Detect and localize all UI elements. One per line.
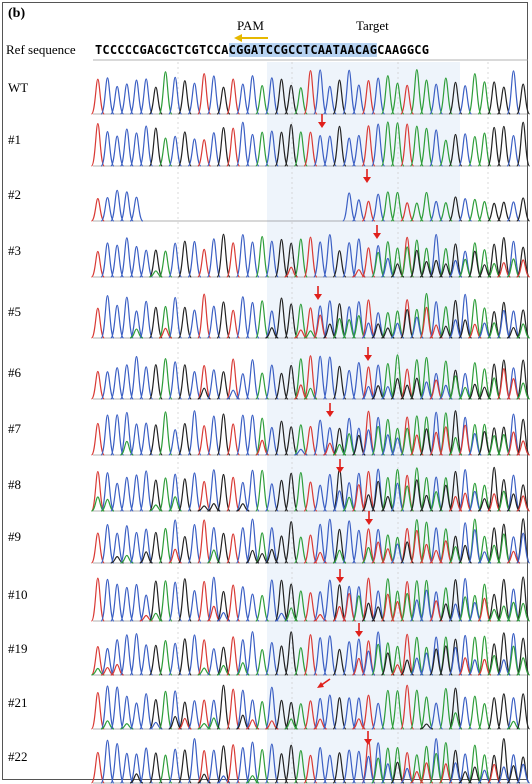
trace-row [90,466,531,512]
mutation-arrowhead [364,355,372,361]
trace-row [90,292,531,339]
trace-row [90,631,531,676]
trace-row [90,354,531,400]
trace-row [90,233,531,278]
sample-label: #1 [8,132,21,147]
sample-label: #7 [8,421,21,436]
mutation-arrowhead [336,577,344,583]
trace-row [90,121,531,167]
target-label: Target [356,18,389,33]
mutation-arrowhead [373,233,381,239]
sample-label: #9 [8,529,21,544]
sample-label: #22 [8,749,28,764]
sample-label: #8 [8,477,21,492]
trace-row [90,518,531,564]
sample-label: #2 [8,187,21,202]
mutation-arrowhead [355,631,363,637]
sample-label: #6 [8,365,21,380]
sample-label: #5 [8,304,21,319]
mutation-arrowhead [314,294,322,300]
mutation-arrowhead [318,122,326,128]
sample-label: WT [8,80,29,95]
mutation-arrowhead [317,682,324,688]
trace-row [90,69,531,115]
panel-label: (b) [8,6,26,21]
mutation-arrowhead [365,519,373,525]
pam-direction-arrow-icon [234,34,268,42]
mutation-arrowhead [326,411,334,417]
trace-row [90,684,531,730]
ref-sequence-target: CGGATCCGCCTCAATAACAG [228,43,378,57]
ref-sequence-upstream: TCCCCCGACGCTCGTCCA [95,43,229,57]
sample-label: #21 [8,695,28,710]
ref-sequence: TCCCCCGACGCTCGTCCACGGATCCGCCTCAATAACAGCA… [95,43,429,57]
trace-row [90,189,531,222]
mutation-arrowhead [364,739,372,745]
sample-label: #10 [8,587,28,602]
mutation-arrowhead [336,467,344,473]
mutation-arrowhead [363,177,371,183]
sample-label: #3 [8,243,21,258]
ref-sequence-label: Ref sequence [6,42,76,57]
sample-label: #19 [8,641,28,656]
ref-sequence-downstream: CAAGGCG [377,43,430,57]
trace-row [90,410,531,456]
pam-label: PAM [237,18,264,33]
trace-row [90,576,531,622]
